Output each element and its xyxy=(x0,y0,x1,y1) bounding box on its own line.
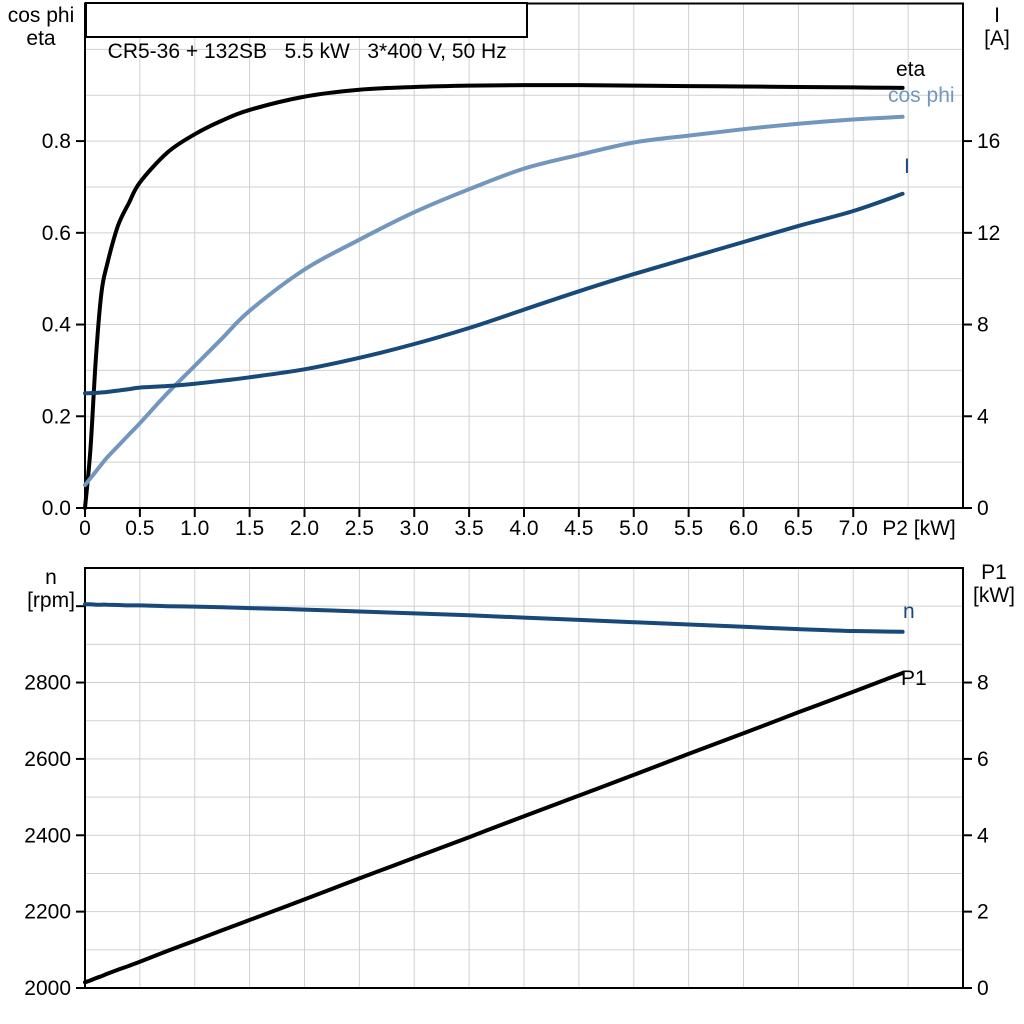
right-axis-tick-label: 8 xyxy=(977,672,989,695)
speed-curve-label: n xyxy=(903,600,915,623)
P1-curve xyxy=(83,671,905,985)
left-axis-title-line2: eta xyxy=(26,27,56,50)
n-axis-title-line1: n xyxy=(45,566,57,589)
left-axis-tick-label: 0.4 xyxy=(42,314,72,337)
x-axis-tick-label: 7.0 xyxy=(839,517,868,540)
chart-title-box: CR5-36 + 132SB 5.5 kW 3*400 V, 50 Hz xyxy=(85,2,528,63)
right-axis-tick-label: 0 xyxy=(977,977,989,1000)
left-axis-tick-label: 2400 xyxy=(24,824,71,847)
n-axis-title-line2: [rpm] xyxy=(27,589,75,612)
left-axis-tick-label: 0.2 xyxy=(42,405,71,428)
right-axis-tick-label: 16 xyxy=(977,130,1000,153)
p1-axis-title-line1: P1 xyxy=(981,561,1007,584)
right-axis-tick-label: 6 xyxy=(977,748,989,771)
I-curve xyxy=(83,191,905,396)
x-axis-tick-label: 5.0 xyxy=(619,517,648,540)
x-axis-tick-label: 5.5 xyxy=(674,517,703,540)
left-axis-tick-label: 2200 xyxy=(24,901,71,924)
left-axis-tick-label: 0.0 xyxy=(42,497,71,520)
eta-curve xyxy=(83,83,905,510)
top-right-axis-title: I [A] xyxy=(972,4,1022,50)
x-axis-tick-label: 1.0 xyxy=(180,517,209,540)
cos-phi-curve xyxy=(83,114,905,488)
x-axis-unit-label: P2 [kW] xyxy=(882,517,956,540)
right-axis-tick-label: 4 xyxy=(977,405,989,428)
x-axis-tick-label: 1.5 xyxy=(235,517,264,540)
n-curve xyxy=(83,602,905,634)
right-axis-title-line1: I xyxy=(994,4,1000,27)
left-axis-tick-label: 2600 xyxy=(24,748,71,771)
current-curve-label: I xyxy=(904,155,910,178)
x-axis-tick-label: 3.0 xyxy=(400,517,429,540)
right-axis-tick-label: 2 xyxy=(977,901,989,924)
right-axis-tick-label: 4 xyxy=(977,824,989,847)
p1-curve-label: P1 xyxy=(901,667,927,690)
left-axis-tick-label: 0.8 xyxy=(42,130,71,153)
x-axis-tick-label: 4.5 xyxy=(564,517,593,540)
left-axis-tick-label: 2800 xyxy=(24,672,71,695)
cos-phi-curve-label: cos phi xyxy=(888,84,955,107)
x-axis-tick-label: 4.0 xyxy=(509,517,538,540)
x-axis-tick-label: 2.0 xyxy=(290,517,319,540)
left-axis-title-line1: cos phi xyxy=(7,4,75,27)
right-axis-tick-label: 12 xyxy=(977,222,1000,245)
plot-frame xyxy=(84,567,964,989)
x-axis-tick-label: 0.5 xyxy=(125,517,154,540)
x-axis-tick-label: 6.0 xyxy=(729,517,758,540)
left-axis-tick-label: 0.6 xyxy=(42,222,71,245)
eta-curve-label: eta xyxy=(896,58,926,81)
chart-title: CR5-36 + 132SB 5.5 kW 3*400 V, 50 Hz xyxy=(107,40,507,63)
x-axis-tick-label: 3.5 xyxy=(455,517,484,540)
left-axis-tick-label: 2000 xyxy=(24,977,71,1000)
right-axis-tick-label: 0 xyxy=(977,497,989,520)
bottom-right-axis-title: P1 [kW] xyxy=(964,561,1024,607)
right-axis-tick-label: 8 xyxy=(977,314,989,337)
right-axis-title-line2: [A] xyxy=(984,27,1010,50)
bottom-left-axis-title: n [rpm] xyxy=(8,566,94,612)
x-axis-tick-label: 0 xyxy=(79,517,91,540)
x-axis-tick-label: 6.5 xyxy=(784,517,813,540)
x-axis-tick-label: 2.5 xyxy=(345,517,374,540)
top-left-axis-title: cos phi eta xyxy=(0,4,82,50)
p1-axis-title-line2: [kW] xyxy=(973,584,1015,607)
